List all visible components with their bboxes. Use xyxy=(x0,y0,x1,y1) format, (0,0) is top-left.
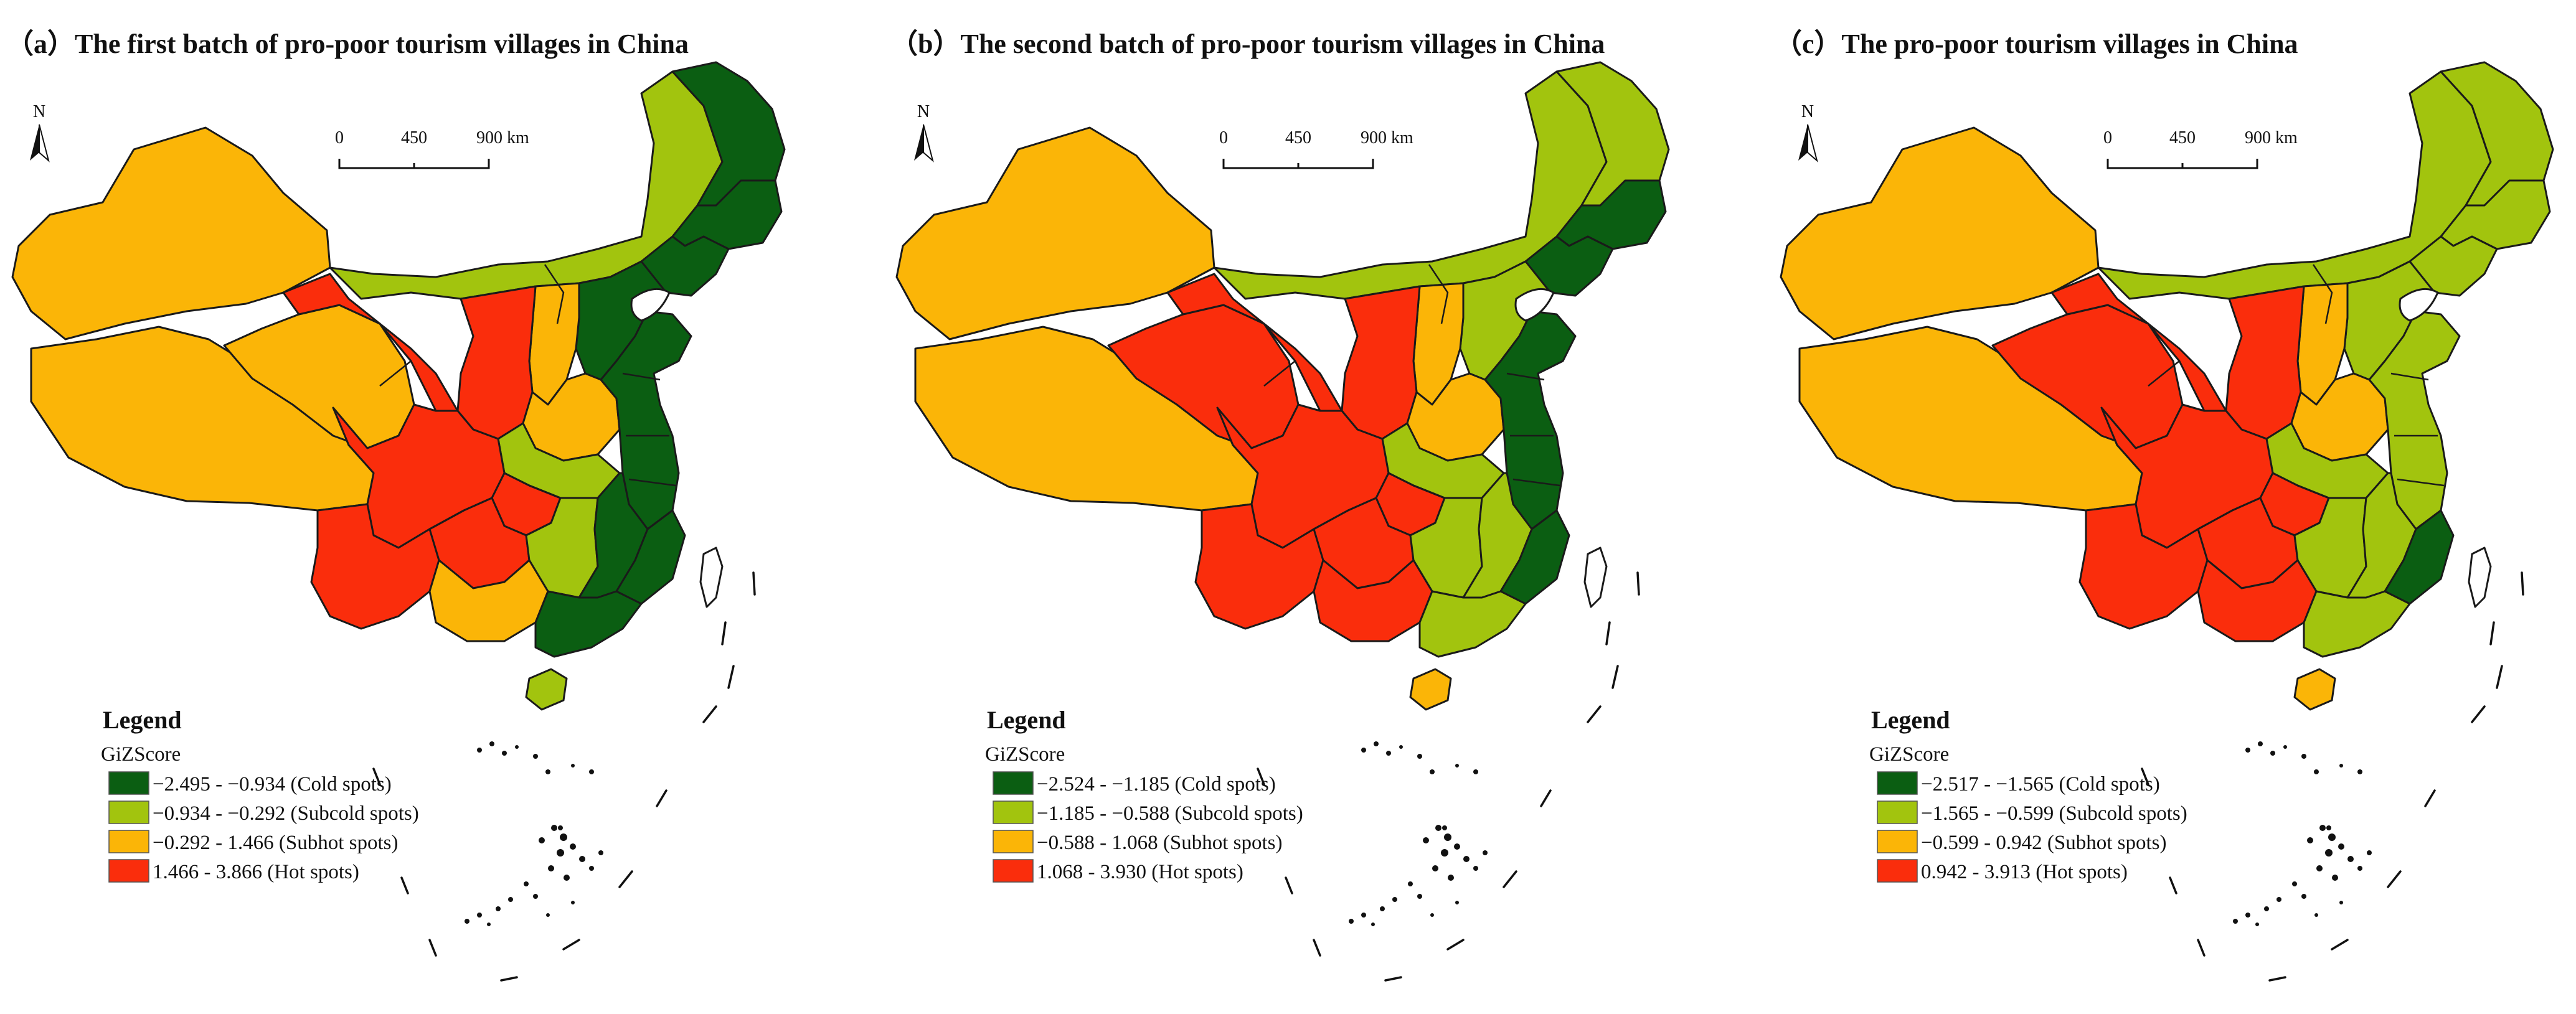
region-shaanxi xyxy=(1341,285,1421,440)
legend-swatch xyxy=(993,771,1034,795)
north-arrow-icon: N xyxy=(914,102,934,162)
legend-item-subhot: −0.292 - 1.466 (Subhot spots) xyxy=(108,830,398,854)
region-fujian xyxy=(615,509,686,605)
legend-subtitle: GiZScore xyxy=(101,743,181,766)
svg-text:N: N xyxy=(917,102,930,121)
legend-label: 0.942 - 3.913 (Hot spots) xyxy=(1921,861,2128,883)
legend-label: −2.517 - −1.565 (Cold spots) xyxy=(1921,773,2160,796)
legend-label: 1.466 - 3.866 (Hot spots) xyxy=(153,861,359,883)
region-guangdong xyxy=(1418,590,1527,658)
legend-swatch xyxy=(1877,830,1918,853)
legend-item-subcold: −1.185 - −0.588 (Subcold spots) xyxy=(993,800,1303,825)
legend: Legend GiZScore −2.524 - −1.185 (Cold spot… xyxy=(985,706,1303,883)
region-fujian xyxy=(1499,509,1570,605)
scale-tick-label: 900 km xyxy=(1361,128,1413,148)
legend-label: −0.292 - 1.466 (Subhot spots) xyxy=(153,832,398,854)
legend-swatch xyxy=(1877,859,1918,883)
china-map xyxy=(1780,61,2554,982)
legend-item-hot: 0.942 - 3.913 (Hot spots) xyxy=(1877,859,2128,883)
legend-swatch xyxy=(993,859,1034,883)
svg-text:N: N xyxy=(33,102,45,121)
legend-subtitle: GiZScore xyxy=(1869,743,1949,766)
china-map xyxy=(895,61,1670,982)
legend-swatch xyxy=(993,830,1034,853)
scale-tick-label: 450 xyxy=(401,128,427,148)
panel-title: （c）The pro-poor tourism villages in Chin… xyxy=(1775,29,2298,59)
legend-swatch xyxy=(108,771,149,795)
scale-bar: 0 450 900 km xyxy=(1219,128,1413,169)
region-taiwan xyxy=(1583,547,1608,608)
scale-tick-label: 0 xyxy=(1219,128,1228,148)
scale-tick-label: 900 km xyxy=(476,128,529,148)
legend-label: −0.934 - −0.292 (Subcold spots) xyxy=(153,802,419,825)
legend-label: −2.495 - −0.934 (Cold spots) xyxy=(153,773,392,796)
region-xinjiang xyxy=(11,126,331,340)
legend-label: −1.565 - −0.599 (Subcold spots) xyxy=(1921,802,2187,825)
svg-text:N: N xyxy=(1801,102,1814,121)
legend-label: −2.524 - −1.185 (Cold spots) xyxy=(1037,773,1276,796)
region-shaanxi xyxy=(456,285,537,440)
region-fujian xyxy=(2384,509,2455,605)
legend-label: −0.599 - 0.942 (Subhot spots) xyxy=(1921,832,2166,854)
legend-label: 1.068 - 3.930 (Hot spots) xyxy=(1037,861,1243,883)
legend: Legend GiZScore −2.517 - −1.565 (Cold spot… xyxy=(1869,706,2187,883)
legend-item-subcold: −1.565 - −0.599 (Subcold spots) xyxy=(1877,800,2187,825)
legend-item-cold: −2.495 - −0.934 (Cold spots) xyxy=(108,771,392,796)
north-arrow-icon: N xyxy=(1798,102,1818,162)
legend-title: Legend xyxy=(1871,706,1950,734)
region-shaanxi xyxy=(2225,285,2305,440)
legend-item-cold: −2.517 - −1.565 (Cold spots) xyxy=(1877,771,2160,796)
legend-item-cold: −2.524 - −1.185 (Cold spots) xyxy=(993,771,1276,796)
legend-item-subhot: −0.588 - 1.068 (Subhot spots) xyxy=(993,830,1282,854)
panel-title: （b）The second batch of pro-poor tourism … xyxy=(890,29,1605,59)
region-guangdong xyxy=(2303,590,2411,658)
legend-item-hot: 1.466 - 3.866 (Hot spots) xyxy=(108,859,359,883)
legend-swatch xyxy=(993,800,1034,824)
legend-swatch xyxy=(108,830,149,853)
legend-swatch xyxy=(1877,800,1918,824)
legend-item-subcold: −0.934 - −0.292 (Subcold spots) xyxy=(108,800,419,825)
map-panel-2: （b）The second batch of pro-poor tourism … xyxy=(890,29,1670,982)
scale-bar: 0 450 900 km xyxy=(335,128,529,169)
legend: Legend GiZScore −2.495 - −0.934 (Cold spot… xyxy=(101,706,419,883)
legend-item-subhot: −0.599 - 0.942 (Subhot spots) xyxy=(1877,830,2166,854)
legend-title: Legend xyxy=(987,706,1066,734)
legend-label: −0.588 - 1.068 (Subhot spots) xyxy=(1037,832,1282,854)
region-hainan xyxy=(2293,668,2336,711)
scale-tick-label: 450 xyxy=(2169,128,2196,148)
region-taiwan xyxy=(699,547,724,608)
region-taiwan xyxy=(2468,547,2492,608)
legend-swatch xyxy=(108,800,149,824)
north-arrow-icon: N xyxy=(30,102,50,162)
panel-title: （a）The first batch of pro-poor tourism v… xyxy=(6,29,689,59)
region-xinjiang xyxy=(895,126,1215,340)
legend-swatch xyxy=(1877,771,1918,795)
legend-item-hot: 1.068 - 3.930 (Hot spots) xyxy=(993,859,1243,883)
region-hainan xyxy=(1409,668,1452,711)
map-panel-1: （a）The first batch of pro-poor tourism v… xyxy=(6,29,786,982)
legend-title: Legend xyxy=(103,706,182,734)
legend-swatch xyxy=(108,859,149,883)
scale-tick-label: 450 xyxy=(1285,128,1311,148)
region-guangdong xyxy=(534,590,643,658)
legend-subtitle: GiZScore xyxy=(985,743,1065,766)
scale-bar: 0 450 900 km xyxy=(2103,128,2298,169)
china-map xyxy=(11,61,786,982)
region-xinjiang xyxy=(1780,126,2100,340)
legend-label: −1.185 - −0.588 (Subcold spots) xyxy=(1037,802,1303,825)
scale-tick-label: 900 km xyxy=(2245,128,2298,148)
map-panel-3: （c）The pro-poor tourism villages in Chin… xyxy=(1775,29,2554,982)
scale-tick-label: 0 xyxy=(335,128,344,148)
scale-tick-label: 0 xyxy=(2103,128,2112,148)
region-hainan xyxy=(525,668,568,711)
